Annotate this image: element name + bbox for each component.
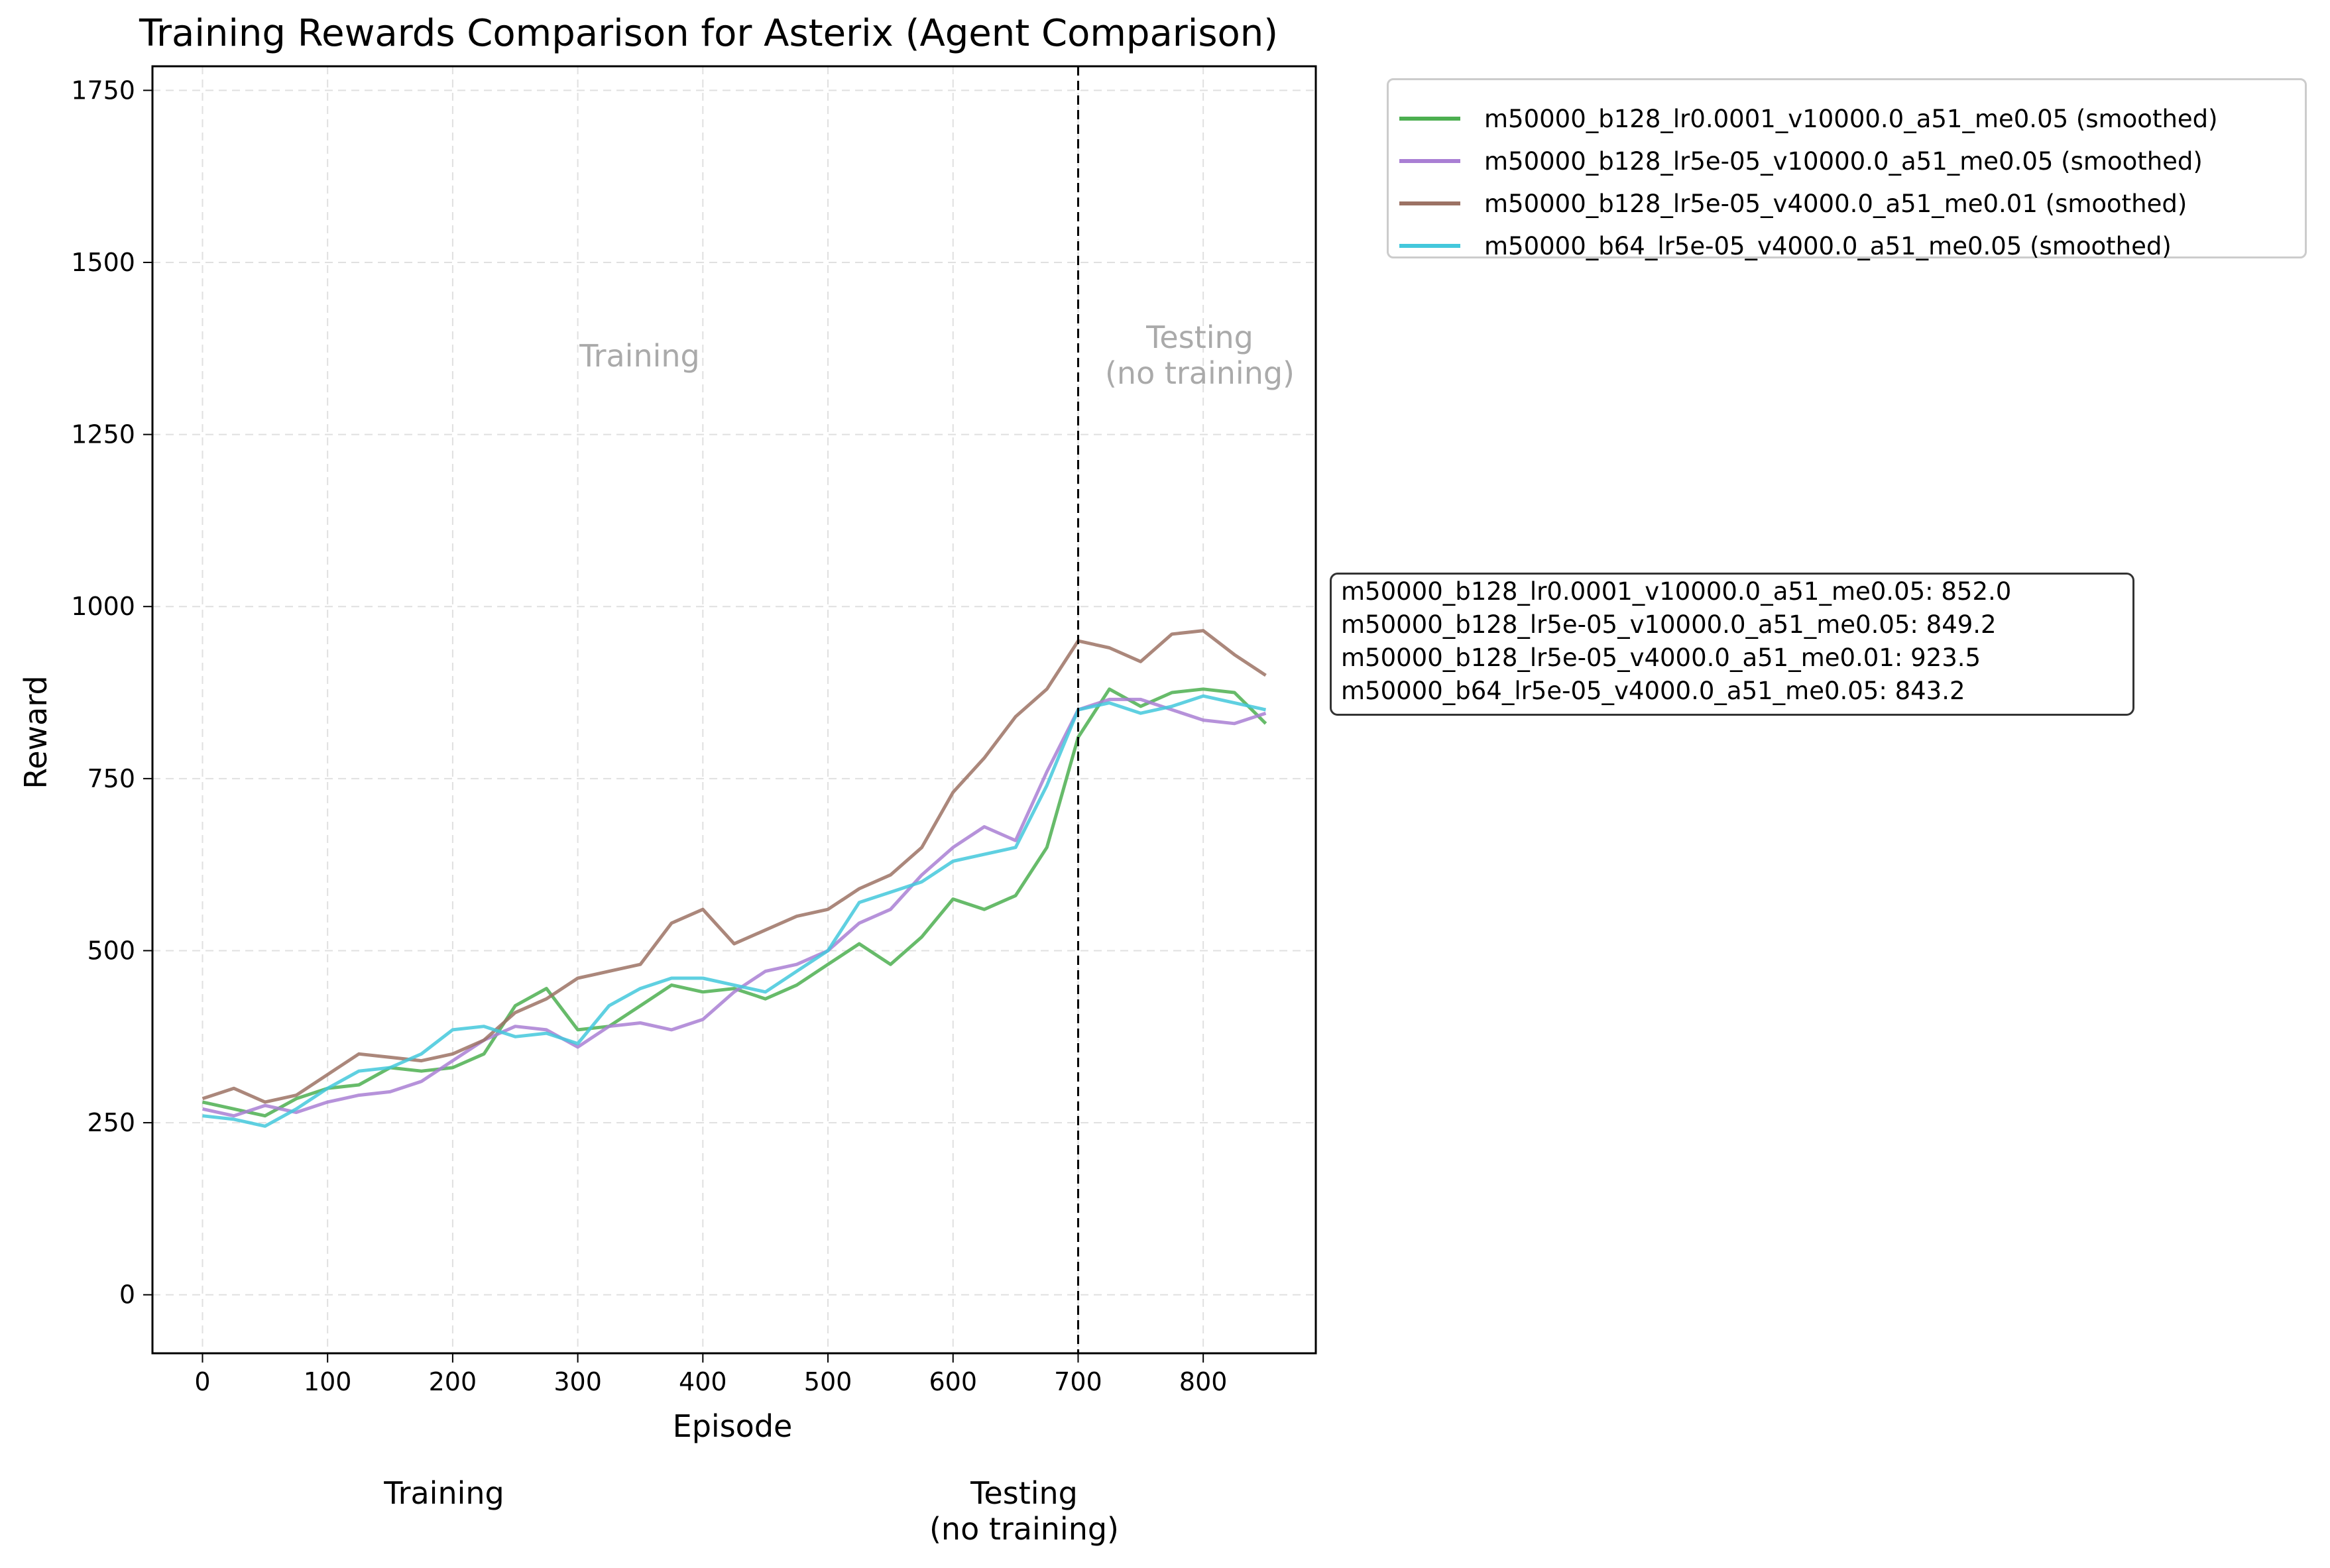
legend-swatch [1399, 159, 1460, 163]
y-tick-label: 1000 [71, 592, 135, 621]
series-lines [202, 629, 1267, 1128]
y-tick-label: 250 [87, 1108, 135, 1137]
legend-item: m50000_b128_lr5e-05_v4000.0_a51_me0.01 (… [1399, 182, 2187, 225]
legend-swatch [1399, 117, 1460, 121]
legend-item: m50000_b128_lr0.0001_v10000.0_a51_me0.05… [1399, 97, 2218, 140]
final-reward-line: m50000_b128_lr0.0001_v10000.0_a51_me0.05… [1341, 577, 2012, 606]
x-tick-label: 0 [194, 1367, 210, 1396]
bottom-testing-label: Testing (no training) [929, 1475, 1120, 1547]
final-reward-summary: m50000_b128_lr0.0001_v10000.0_a51_me0.05… [1330, 573, 2134, 716]
series-line-3 [202, 629, 1267, 1104]
x-axis-label: Episode [673, 1408, 793, 1444]
y-tick-label: 750 [87, 764, 135, 793]
legend-label: m50000_b128_lr0.0001_v10000.0_a51_me0.05… [1484, 104, 2218, 133]
y-axis-label: Reward [18, 675, 54, 789]
plot-frame [151, 65, 1317, 1355]
series-line-4 [202, 694, 1267, 1128]
training-region-label: Training [579, 338, 700, 374]
x-axis-ticks: 0 100 200 300 400 500 600 700 800 [194, 1353, 1227, 1396]
legend-item: m50000_b64_lr5e-05_v4000.0_a51_me0.05 (s… [1399, 225, 2172, 267]
x-tick-label: 600 [929, 1367, 977, 1396]
legend-swatch [1399, 201, 1460, 205]
y-tick-label: 500 [87, 936, 135, 965]
y-tick-label: 1500 [71, 248, 135, 277]
legend-label: m50000_b128_lr5e-05_v10000.0_a51_me0.05 … [1484, 146, 2203, 176]
x-tick-label: 800 [1179, 1367, 1228, 1396]
legend-item: m50000_b128_lr5e-05_v10000.0_a51_me0.05 … [1399, 140, 2203, 182]
x-tick-label: 300 [553, 1367, 602, 1396]
x-tick-label: 400 [679, 1367, 727, 1396]
x-tick-label: 200 [429, 1367, 477, 1396]
series-line-1 [202, 687, 1267, 1118]
y-axis-ticks: 0 250 500 750 1000 1250 1500 1750 [71, 76, 152, 1310]
legend-label: m50000_b128_lr5e-05_v4000.0_a51_me0.01 (… [1484, 189, 2187, 218]
legend-label: m50000_b64_lr5e-05_v4000.0_a51_me0.05 (s… [1484, 231, 2172, 260]
chart-title: Training Rewards Comparison for Asterix … [139, 12, 1279, 55]
y-tick-label: 1250 [71, 420, 135, 449]
legend: m50000_b128_lr0.0001_v10000.0_a51_me0.05… [1387, 78, 2307, 260]
y-tick-label: 0 [119, 1280, 135, 1310]
testing-region-label: Testing (no training) [1104, 319, 1295, 391]
final-reward-line: m50000_b128_lr5e-05_v4000.0_a51_me0.01: … [1341, 644, 1981, 672]
x-tick-label: 700 [1054, 1367, 1102, 1396]
final-reward-line: m50000_b64_lr5e-05_v4000.0_a51_me0.05: 8… [1341, 677, 1965, 705]
y-tick-label: 1750 [71, 76, 135, 105]
x-tick-label: 500 [804, 1367, 852, 1396]
bottom-training-label: Training [384, 1475, 504, 1511]
legend-swatch [1399, 244, 1460, 248]
final-reward-line: m50000_b128_lr5e-05_v10000.0_a51_me0.05:… [1341, 610, 1997, 639]
x-tick-label: 100 [304, 1367, 352, 1396]
grid-lines [152, 66, 1316, 1353]
